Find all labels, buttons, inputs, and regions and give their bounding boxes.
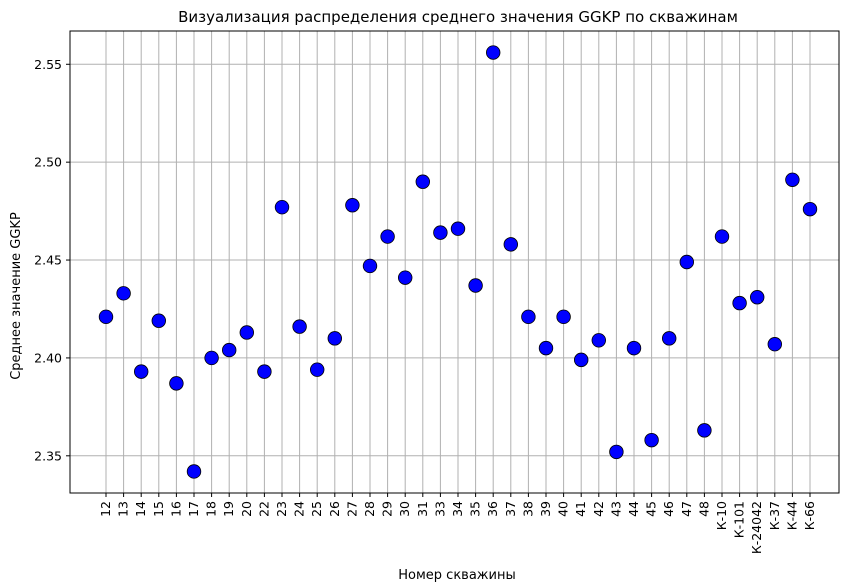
x-tick-label: К-101	[732, 501, 747, 538]
x-tick-label: 35	[468, 501, 483, 517]
x-tick-label: 28	[362, 501, 377, 517]
x-tick-label: 40	[556, 501, 571, 517]
data-point	[785, 172, 800, 187]
x-tick-label: 34	[450, 501, 465, 517]
x-tick-label: 18	[204, 501, 219, 517]
x-tick-label: 15	[151, 501, 166, 517]
chart-title: Визуализация распределения среднего знач…	[178, 8, 738, 26]
data-point	[292, 319, 307, 334]
x-tick-label: 45	[644, 501, 659, 517]
data-point	[486, 45, 501, 60]
data-point	[644, 432, 659, 448]
data-point	[767, 337, 783, 352]
x-tick-label: 22	[256, 501, 271, 517]
x-tick-label: 13	[116, 501, 131, 517]
plot-area-frame	[69, 30, 840, 494]
x-tick-label: 17	[186, 501, 201, 517]
data-point	[538, 340, 554, 356]
x-tick-label: 30	[397, 501, 412, 517]
x-tick-label: 26	[327, 501, 342, 517]
x-tick-label: 31	[415, 501, 430, 517]
data-point	[714, 229, 730, 244]
x-tick-label: 38	[520, 501, 535, 517]
x-tick-label: 41	[573, 501, 588, 517]
data-point	[591, 333, 607, 348]
x-tick-label: 19	[221, 501, 236, 517]
data-point	[556, 309, 571, 325]
x-tick-label: К-24042	[749, 501, 764, 554]
x-tick-label: 25	[309, 501, 324, 517]
data-point	[750, 290, 765, 305]
x-tick-label: 44	[626, 501, 641, 517]
data-point	[133, 364, 149, 379]
x-tick-label: 46	[661, 501, 676, 517]
grid-layer	[70, 31, 839, 493]
data-point	[345, 198, 360, 213]
data-point	[186, 464, 202, 479]
x-tick-label: 24	[292, 501, 307, 517]
data-point	[802, 201, 818, 217]
x-tick-label: К-10	[714, 501, 729, 530]
x-tick-label: 33	[432, 501, 447, 517]
data-point	[274, 199, 290, 215]
data-point	[116, 286, 131, 301]
y-tick-label: 2.35	[34, 448, 62, 463]
x-tick-label: 14	[133, 501, 148, 517]
data-point	[662, 331, 677, 346]
data-point	[310, 362, 325, 377]
x-axis-label: Номер скважины	[398, 568, 515, 583]
data-point	[398, 270, 413, 285]
data-point	[450, 221, 466, 236]
y-tick-label: 2.45	[34, 253, 62, 268]
data-point	[221, 342, 237, 358]
data-point	[239, 325, 255, 340]
data-point	[380, 229, 395, 244]
data-point	[503, 237, 519, 252]
data-point	[732, 295, 747, 311]
data-point	[433, 225, 448, 240]
x-tick-label: К-44	[784, 501, 799, 530]
x-tick-label: 42	[591, 501, 606, 517]
x-tick-label: 37	[503, 501, 518, 517]
x-tick-label: К-37	[767, 501, 782, 530]
y-axis-label: Среднее значение GGKP	[9, 212, 24, 380]
data-point	[204, 350, 219, 366]
data-point	[468, 278, 483, 293]
tick-layer: 12 13 14 15 16 17 18 19 20 22 23 24 25 26 27 28 29 30 31 33…	[34, 57, 817, 554]
data-point	[697, 423, 712, 438]
x-tick-label: 20	[239, 501, 254, 517]
data-point	[609, 444, 624, 460]
data-point	[327, 331, 343, 346]
data-point	[98, 309, 114, 325]
data-points	[98, 45, 818, 479]
x-tick-label: 36	[485, 501, 500, 517]
data-point	[151, 313, 167, 328]
data-point	[574, 352, 589, 368]
x-tick-label: 23	[274, 501, 289, 517]
data-point	[415, 174, 431, 189]
x-tick-label: 48	[696, 501, 711, 517]
y-tick-label: 2.50	[34, 155, 62, 170]
data-point	[257, 364, 272, 379]
x-tick-label: 16	[168, 501, 183, 517]
data-point	[679, 254, 695, 270]
x-tick-label: 43	[608, 501, 623, 517]
y-tick-label: 2.40	[34, 350, 62, 365]
data-point	[626, 340, 642, 356]
x-tick-label: К-66	[802, 501, 817, 530]
x-tick-label: 47	[679, 501, 694, 517]
x-tick-label: 27	[344, 501, 359, 517]
y-tick-label: 2.55	[34, 57, 62, 72]
x-tick-label: 29	[380, 501, 395, 517]
data-point	[362, 258, 378, 274]
x-tick-label: 39	[538, 501, 553, 517]
data-point	[521, 309, 536, 325]
data-point	[169, 376, 184, 391]
x-tick-label: 12	[98, 501, 113, 517]
